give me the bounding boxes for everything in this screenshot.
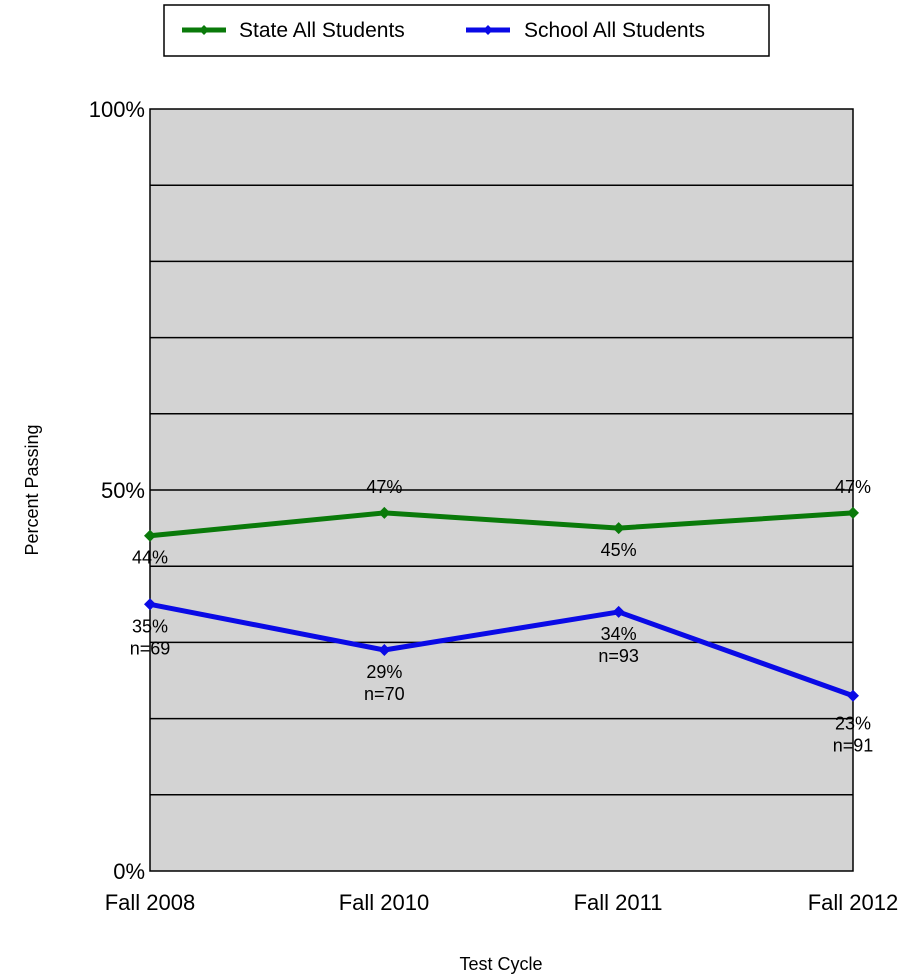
x-tick-label-fall-2012: Fall 2012	[808, 890, 899, 915]
series-line-school	[149, 601, 854, 699]
n-label-school: n=69	[130, 638, 171, 658]
x-tick-label-fall-2010: Fall 2010	[339, 890, 430, 915]
y-tick-label-50: 50%	[101, 478, 145, 503]
data-point-state	[144, 529, 156, 542]
data-point-school	[847, 689, 859, 702]
y-tick-label-0: 0%	[113, 859, 145, 884]
x-tick-label-fall-2011: Fall 2011	[574, 890, 663, 915]
series-school-all-students: 35%n=69 29%n=70 34%n=93 23%n=91	[130, 598, 874, 756]
n-label-school: n=93	[598, 646, 639, 666]
n-label-school: n=91	[833, 736, 874, 756]
data-label-school: 23%	[835, 714, 871, 734]
data-point-school	[144, 598, 156, 611]
series-state-all-students: 44% 47% 45% 47%	[132, 477, 871, 568]
data-label-state: 47%	[835, 477, 871, 497]
data-point-school	[378, 644, 391, 657]
plot-border	[149, 108, 854, 872]
data-point-school	[612, 605, 625, 618]
data-label-school: 34%	[601, 624, 637, 644]
data-label-school: 35%	[132, 616, 168, 636]
data-point-state	[378, 506, 391, 519]
n-label-school: n=70	[364, 684, 405, 704]
y-tick-label-100: 100%	[89, 97, 145, 122]
legend: State All Students School All Students	[163, 4, 770, 57]
data-label-state: 44%	[132, 548, 168, 568]
legend-marker-school	[483, 25, 493, 35]
legend-label-school: School All Students	[524, 19, 705, 42]
data-label-school: 29%	[366, 662, 402, 682]
data-label-state: 47%	[366, 477, 402, 497]
y-axis-title: Percent Passing	[22, 424, 42, 555]
data-point-state	[612, 522, 625, 535]
gridlines	[150, 184, 853, 796]
data-point-state	[847, 506, 859, 519]
x-tick-label-fall-2008: Fall 2008	[105, 890, 196, 915]
data-label-state: 45%	[601, 540, 637, 560]
x-axis-title: Test Cycle	[459, 954, 542, 974]
series-line-state	[149, 510, 854, 539]
legend-label-state: State All Students	[239, 19, 405, 42]
legend-marker-state	[199, 25, 209, 35]
